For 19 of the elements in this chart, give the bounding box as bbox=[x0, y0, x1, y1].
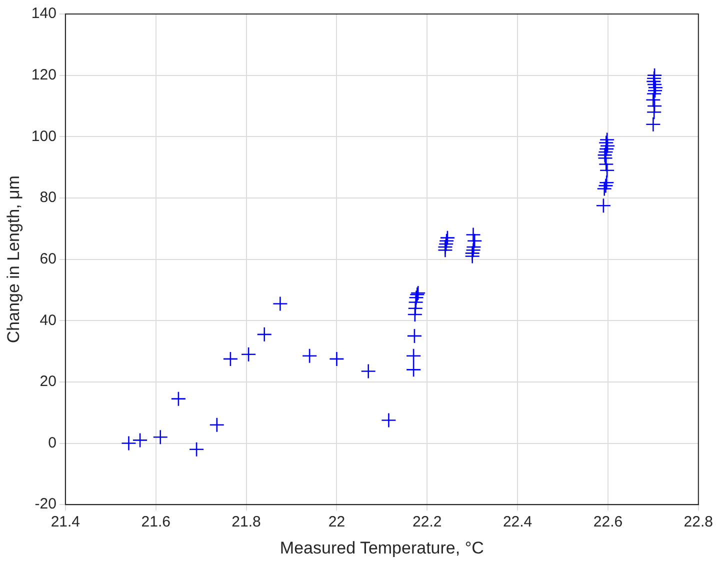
y-tick-label: 80 bbox=[40, 189, 56, 206]
y-tick-label: 20 bbox=[40, 373, 56, 390]
y-tick-label: 60 bbox=[40, 250, 56, 268]
x-tick-label: 22.2 bbox=[412, 514, 442, 531]
x-tick-label: 21.6 bbox=[141, 514, 170, 531]
x-tick-label: 22.6 bbox=[593, 514, 623, 531]
x-tick-label: 21.4 bbox=[50, 514, 80, 531]
x-tick-label: 22.4 bbox=[502, 514, 532, 531]
x-axis-title: Measured Temperature, °C bbox=[280, 538, 484, 558]
y-tick-label: -20 bbox=[34, 496, 56, 513]
y-axis-title: Change in Length, μm bbox=[4, 175, 23, 344]
y-tick-label: 0 bbox=[48, 434, 56, 452]
x-tick-label: 21.8 bbox=[232, 514, 261, 531]
y-tick-label: 140 bbox=[31, 5, 56, 22]
x-tick-label: 22 bbox=[328, 514, 346, 531]
y-tick-label: 100 bbox=[31, 128, 56, 145]
y-tick-label: 120 bbox=[31, 66, 56, 84]
y-tick-label: 40 bbox=[40, 312, 56, 329]
x-tick-label: 22.8 bbox=[684, 514, 714, 531]
